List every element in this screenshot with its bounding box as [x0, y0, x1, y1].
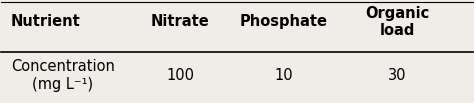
Text: Nitrate: Nitrate	[151, 14, 210, 29]
Text: 30: 30	[388, 68, 407, 83]
Text: Phosphate: Phosphate	[240, 14, 328, 29]
Text: 10: 10	[275, 68, 293, 83]
Text: Organic
load: Organic load	[365, 5, 429, 38]
Text: Concentration
(mg L⁻¹): Concentration (mg L⁻¹)	[11, 59, 115, 92]
Text: Nutrient: Nutrient	[11, 14, 81, 29]
Text: 100: 100	[166, 68, 194, 83]
